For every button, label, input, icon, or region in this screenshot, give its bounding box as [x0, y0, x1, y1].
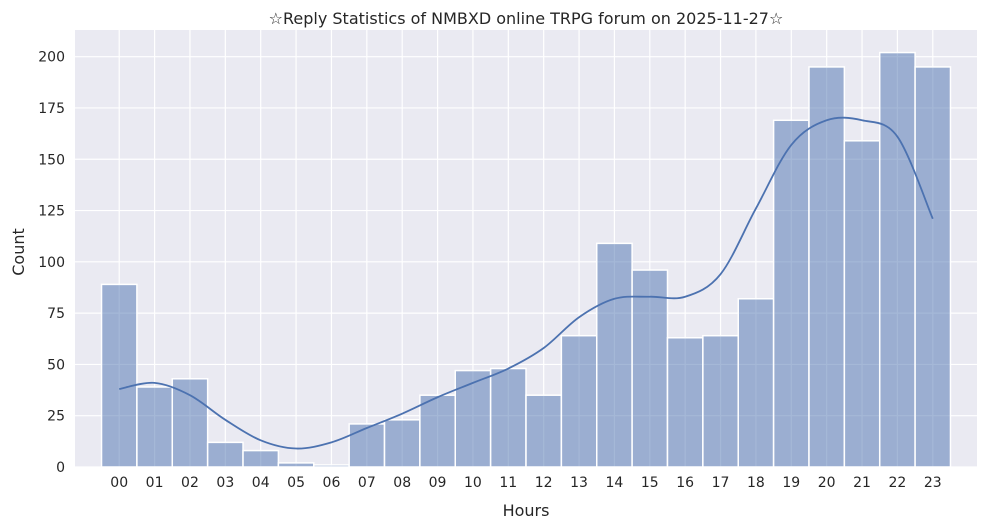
bar-14: [595, 242, 633, 468]
bar-21: [843, 140, 881, 468]
y-tick-labels: 0 25 50 75 100 125 150 175 200: [38, 50, 65, 476]
bar-04: [242, 449, 280, 468]
x-tick-label: 12: [535, 475, 553, 491]
bar-18: [737, 298, 775, 468]
x-tick-label: 03: [216, 475, 234, 491]
x-tick-label: 06: [323, 475, 341, 491]
bar-23: [914, 66, 952, 468]
x-tick-label: 14: [606, 475, 624, 491]
x-tick-label: 04: [252, 475, 270, 491]
bar-22: [878, 51, 916, 468]
y-tick-label: 175: [38, 101, 65, 117]
y-tick-label: 100: [38, 255, 65, 271]
x-tick-label: 19: [782, 475, 800, 491]
bar-16: [666, 336, 704, 468]
y-tick-label: 200: [38, 50, 65, 66]
bar-10: [454, 369, 492, 468]
kde-line: [119, 116, 934, 450]
x-tick-label: 02: [181, 475, 199, 491]
bar-09: [419, 394, 457, 468]
bar-11: [489, 367, 527, 468]
y-tick-label: 50: [47, 357, 65, 373]
x-tick-label: 01: [146, 475, 164, 491]
x-tick-label: 18: [747, 475, 765, 491]
x-axis-label: Hours: [503, 501, 550, 520]
bar-19: [772, 119, 810, 468]
y-tick-label: 0: [56, 460, 65, 476]
bars: [100, 51, 952, 468]
y-tick-label: 75: [47, 306, 65, 322]
bar-13: [560, 334, 598, 468]
x-tick-label: 16: [676, 475, 694, 491]
x-tick-label: 21: [853, 475, 871, 491]
bar-06: [313, 464, 350, 468]
bar-12: [525, 394, 563, 468]
bar-01: [136, 386, 174, 468]
bar-07: [348, 423, 386, 468]
bar-02: [171, 378, 209, 468]
bar-17: [702, 334, 739, 468]
x-tick-label: 17: [712, 475, 730, 491]
x-tick-label: 07: [358, 475, 376, 491]
x-tick-label: 00: [110, 475, 128, 491]
bar-08: [383, 419, 421, 468]
bar-05: [277, 462, 315, 468]
bar-20: [808, 66, 846, 468]
x-tick-labels: 00 01 02 03 04 05 06 07 08 09 10 11 12 13 14 15 16 17 18 19…: [110, 475, 941, 491]
y-axis-label: Count: [9, 228, 28, 276]
x-tick-label: 11: [499, 475, 517, 491]
x-tick-label: 13: [570, 475, 588, 491]
bar-00: [100, 283, 138, 468]
x-tick-label: 22: [888, 475, 906, 491]
x-tick-label: 09: [429, 475, 447, 491]
y-tick-label: 125: [38, 204, 65, 220]
chart-title: ☆Reply Statistics of NMBXD online TRPG f…: [269, 9, 784, 28]
x-tick-label: 15: [641, 475, 659, 491]
bar-03: [206, 441, 244, 468]
x-tick-label: 20: [818, 475, 836, 491]
x-tick-label: 05: [287, 475, 305, 491]
x-tick-label: 10: [464, 475, 482, 491]
bar-15: [631, 269, 669, 468]
y-tick-label: 150: [38, 152, 65, 168]
y-tick-label: 25: [47, 409, 65, 425]
x-tick-label: 23: [924, 475, 942, 491]
x-tick-label: 08: [393, 475, 411, 491]
